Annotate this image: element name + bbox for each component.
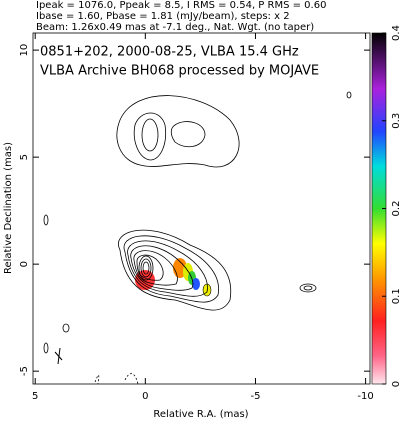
y-tick-label: 10 [19, 44, 30, 57]
colorbar-tick-label: 0.1 [391, 288, 402, 304]
plot-title: 0851+202, 2000-08-25, VLBA 15.4 GHz [40, 45, 299, 60]
colorbar-tick-label: 0.2 [391, 201, 402, 217]
x-tick-label: 0 [142, 391, 148, 402]
y-tick-label: 5 [19, 154, 30, 160]
x-tick-label: -10 [357, 391, 373, 402]
plot-title: VLBA Archive BH068 processed by MOJAVE [40, 64, 319, 79]
header-line: Beam: 1.26x0.49 mas at -7.1 deg., Nat. W… [36, 22, 314, 33]
header-line: Ipeak = 1076.0, Ppeak = 8.5, I RMS = 0.5… [36, 0, 326, 11]
y-tick-label: 0 [19, 261, 30, 267]
contour-map [43, 91, 352, 384]
plot-frame [32, 32, 371, 385]
x-tick-label: 5 [32, 391, 38, 402]
colorbar-tick-label: 0.3 [391, 113, 402, 129]
x-tick-label: -5 [250, 391, 260, 402]
header-line: Ibase = 1.60, Pbase = 1.81 (mJy/beam), s… [36, 11, 290, 22]
colorbar-tick-label: 0 [391, 381, 402, 387]
y-axis-label: Relative Declination (mas) [3, 142, 14, 274]
colorbar-tick-label: 0.4 [391, 25, 402, 41]
y-tick-label: -5 [19, 366, 30, 376]
x-axis-label: Relative R.A. (mas) [153, 409, 248, 420]
